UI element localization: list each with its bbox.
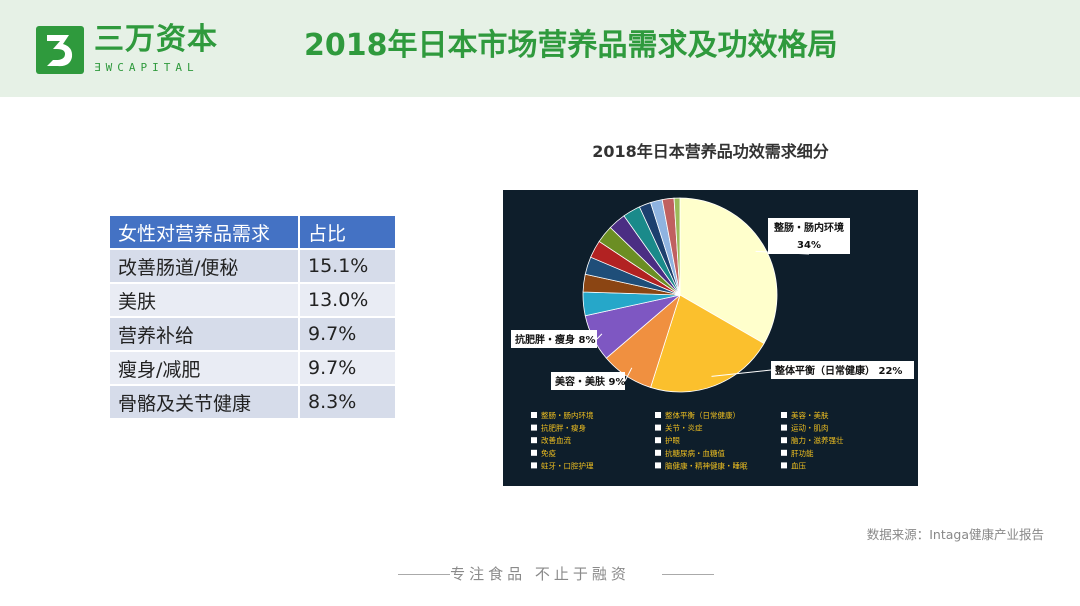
demand-table: 女性对营养品需求 占比 改善肠道/便秘 15.1% 美肤 13.0% 营养补给 … xyxy=(110,216,395,420)
legend-swatch xyxy=(655,437,661,444)
footer-slogan: 专注食品 不止于融资 xyxy=(450,565,630,583)
legend-swatch xyxy=(655,412,661,418)
table-row: 改善肠道/便秘 15.1% xyxy=(110,249,395,283)
legend-swatch xyxy=(781,412,787,418)
footer-divider xyxy=(662,574,714,575)
legend-entry: 免疫 xyxy=(541,448,556,458)
table-cell: 13.0% xyxy=(299,283,395,317)
legend-entry: 护眼 xyxy=(665,435,680,445)
legend-entry: 改善血流 xyxy=(541,435,571,445)
legend-entry: 抗肥胖・瘦身 xyxy=(541,423,586,433)
logo-icon xyxy=(36,26,84,74)
legend-entry: 脑健康・精神健康・睡眠 xyxy=(665,460,748,470)
legend-entry: 整体平衡（日常健康） xyxy=(665,410,740,420)
callout-box xyxy=(551,372,625,390)
table-cell: 9.7% xyxy=(299,317,395,351)
legend-entry: 整肠・肠内环境 xyxy=(541,410,594,420)
callout-box xyxy=(771,361,914,379)
data-label: 美容・美肤 9% xyxy=(555,375,625,388)
legend-swatch xyxy=(531,424,537,431)
chart-title: 2018年日本营养品功效需求细分 xyxy=(592,142,829,161)
callout-box xyxy=(768,218,850,254)
table-header: 占比 xyxy=(299,216,395,249)
table-row: 瘦身/减肥 9.7% xyxy=(110,351,395,385)
legend-swatch xyxy=(531,437,537,444)
callout-line xyxy=(711,369,772,377)
legend-swatch xyxy=(781,449,787,456)
data-label: 整体平衡（日常健康） 22% xyxy=(774,364,902,377)
callout-line xyxy=(624,367,633,382)
legend-swatch xyxy=(531,462,537,469)
page-title: 2018年日本市场营养品需求及功效格局 xyxy=(304,28,838,63)
legend-swatch xyxy=(655,424,661,431)
table-cell: 营养补给 xyxy=(110,317,300,351)
legend-swatch xyxy=(531,412,537,418)
legend-entry: 血压 xyxy=(791,460,806,470)
table-cell: 8.3% xyxy=(299,385,395,419)
legend-entry: 肝功能 xyxy=(791,448,814,458)
source-note: 数据来源：Intaga健康产业报告 xyxy=(866,527,1044,542)
table-cell: 改善肠道/便秘 xyxy=(110,249,300,283)
brand-name-en: ƎWCAPITAL xyxy=(94,61,199,74)
data-label: 34% xyxy=(797,240,821,251)
table-cell: 15.1% xyxy=(299,249,395,283)
table-header-row: 女性对营养品需求 占比 xyxy=(110,216,395,249)
footer-divider xyxy=(398,574,450,575)
table-header: 女性对营养品需求 xyxy=(110,216,300,249)
legend-swatch xyxy=(655,462,661,469)
legend-entry: 脑力・滋养强壮 xyxy=(791,435,844,445)
legend-swatch xyxy=(655,449,661,456)
table-row: 美肤 13.0% xyxy=(110,283,395,317)
legend-swatch xyxy=(781,462,787,469)
table-cell: 骨骼及关节健康 xyxy=(110,385,300,419)
pie-slice xyxy=(650,294,765,393)
table-cell: 美肤 xyxy=(110,283,300,317)
legend-entry: 关节・炎症 xyxy=(665,423,703,433)
pie-chart: 整肠・肠内环境 34% 整体平衡（日常健康） 22% 美容・美肤 9% 抗肥胖・瘦身 8… xyxy=(503,190,918,486)
legend-entry: 蛀牙・口腔护理 xyxy=(541,460,594,470)
brand-name: 三万资本 xyxy=(94,22,218,57)
legend-entry: 美容・美肤 xyxy=(791,410,829,420)
data-label: 抗肥胖・瘦身 8% xyxy=(515,333,595,346)
pie-slice xyxy=(673,197,681,296)
table-row: 营养补给 9.7% xyxy=(110,317,395,351)
legend-entry: 运动・肌肉 xyxy=(791,423,829,433)
header-bar: 三万资本 ƎWCAPITAL 2018年日本市场营养品需求及功效格局 xyxy=(0,0,1080,97)
table-row: 骨骼及关节健康 8.3% xyxy=(110,385,395,419)
pie-slice xyxy=(679,197,778,345)
callout-line xyxy=(596,333,603,340)
legend-swatch xyxy=(781,424,787,431)
legend-entry: 抗糖尿病・血糖值 xyxy=(665,448,725,458)
table-cell: 瘦身/减肥 xyxy=(110,351,300,385)
callout-box xyxy=(511,330,597,348)
legend-swatch xyxy=(781,437,787,444)
data-label: 整肠・肠内环境 xyxy=(773,221,844,234)
pie-chart-svg: 整肠・肠内环境 34% 整体平衡（日常健康） 22% 美容・美肤 9% 抗肥胖・瘦身 8… xyxy=(511,197,914,470)
legend-swatch xyxy=(531,449,537,456)
table-cell: 9.7% xyxy=(299,351,395,385)
